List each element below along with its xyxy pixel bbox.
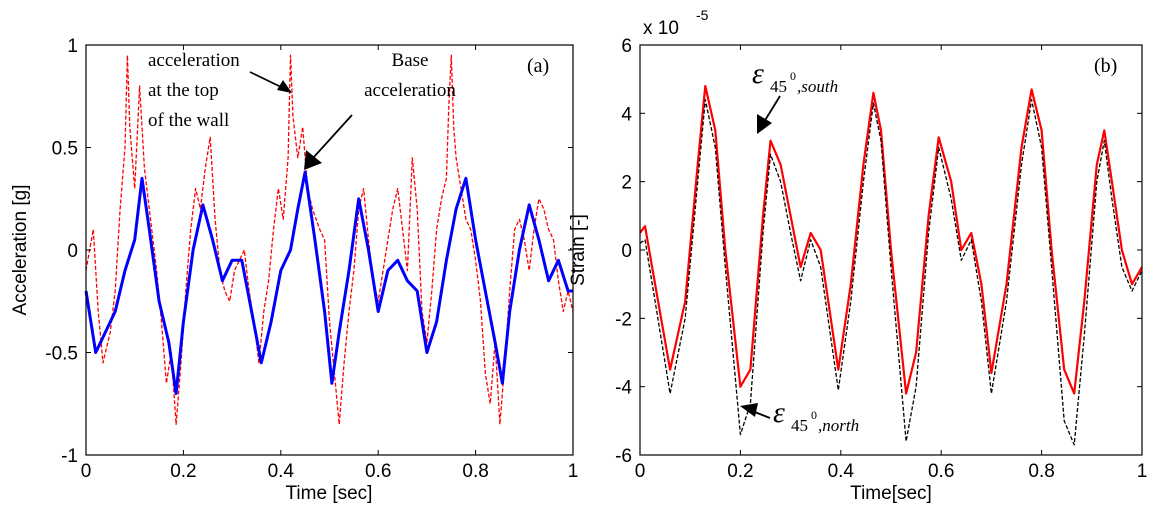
x-tick-label: 0.4 <box>828 461 855 482</box>
scale-factor-exponent: -5 <box>696 7 709 23</box>
annotation-top-line3: of the wall <box>148 110 229 131</box>
tick-group: 0 0.2 0.4 0.6 0.8 1 6 4 2 0 -2 -4 -6 <box>615 36 1147 482</box>
strain-series-group <box>639 84 1143 446</box>
south-superscript: 0 <box>790 69 796 83</box>
south-epsilon: ε <box>752 57 764 90</box>
panel-label-b: (b) <box>1094 55 1117 77</box>
x-tick-label: 0.2 <box>727 461 753 482</box>
x-tick-label: 1 <box>568 461 579 482</box>
series-line-2 <box>639 99 1143 446</box>
y-tick-label: -6 <box>615 446 632 467</box>
y-tick-label: 1 <box>67 36 78 57</box>
north-subscript: 45 <box>791 416 808 435</box>
y-tick-label: 6 <box>621 36 632 57</box>
y-tick-label: 4 <box>621 104 632 125</box>
x-tick-label: 0.6 <box>365 461 391 482</box>
y-tick-label: 0 <box>621 241 632 262</box>
annotation-top-line2: at the top <box>148 80 219 101</box>
y-axis-label: Acceleration [g] <box>10 185 31 316</box>
x-tick-label: 0 <box>635 461 646 482</box>
annotation-base-line2: acceleration <box>364 80 456 101</box>
y-axis-label: Strain [-] <box>568 214 589 286</box>
series-line-2 <box>84 170 573 395</box>
north-superscript: 0 <box>811 408 817 422</box>
y-tick-label: -1 <box>61 446 78 467</box>
x-axis-label: Time [sec] <box>286 483 373 504</box>
north-tail: ,north <box>818 416 859 435</box>
acceleration-series-group <box>84 54 574 425</box>
annotation-south: ε 45 0 ,south <box>752 57 838 134</box>
y-tick-label: 2 <box>621 173 632 194</box>
x-tick-label: 0.8 <box>462 461 488 482</box>
y-tick-label: 0 <box>67 241 78 262</box>
x-tick-label: 0.2 <box>170 461 196 482</box>
arrow-base-acceleration <box>304 114 353 170</box>
x-tick-label: 0.4 <box>268 461 295 482</box>
annotation-top-line1: acceleration <box>148 50 240 71</box>
chart-acceleration: 0 0.2 0.4 0.6 0.8 1 1 0.5 0 -0.5 -1 (a) Time [sec]… <box>10 36 578 504</box>
plot-frame <box>85 44 574 456</box>
arrow-top-of-wall <box>249 71 292 93</box>
x-tick-label: 0.8 <box>1028 461 1054 482</box>
chart-strain: 0 0.2 0.4 0.6 0.8 1 6 4 2 0 -2 -4 -6 (b) Time[sec] S… <box>568 7 1147 504</box>
south-subscript: 45 <box>770 77 787 96</box>
panel-label-a: (a) <box>527 55 549 77</box>
north-epsilon: ε <box>773 396 785 429</box>
annotation-north: ε 45 0 ,north <box>740 396 859 435</box>
x-tick-label: 1 <box>1137 461 1148 482</box>
y-tick-label: -2 <box>615 309 632 330</box>
south-tail: ,south <box>797 77 838 96</box>
annotation-base-line1: Base <box>392 50 429 71</box>
series-line-1 <box>639 84 1143 395</box>
x-tick-label: 0.6 <box>928 461 954 482</box>
x-tick-label: 0 <box>81 461 92 482</box>
y-tick-label: -0.5 <box>45 344 78 365</box>
tick-group: 0 0.2 0.4 0.6 0.8 1 1 0.5 0 -0.5 -1 <box>45 36 578 482</box>
x-axis-label: Time[sec] <box>850 483 932 504</box>
scale-factor-label: x 10 <box>643 18 679 39</box>
y-tick-label: -4 <box>615 378 632 399</box>
y-tick-label: 0.5 <box>52 139 78 160</box>
